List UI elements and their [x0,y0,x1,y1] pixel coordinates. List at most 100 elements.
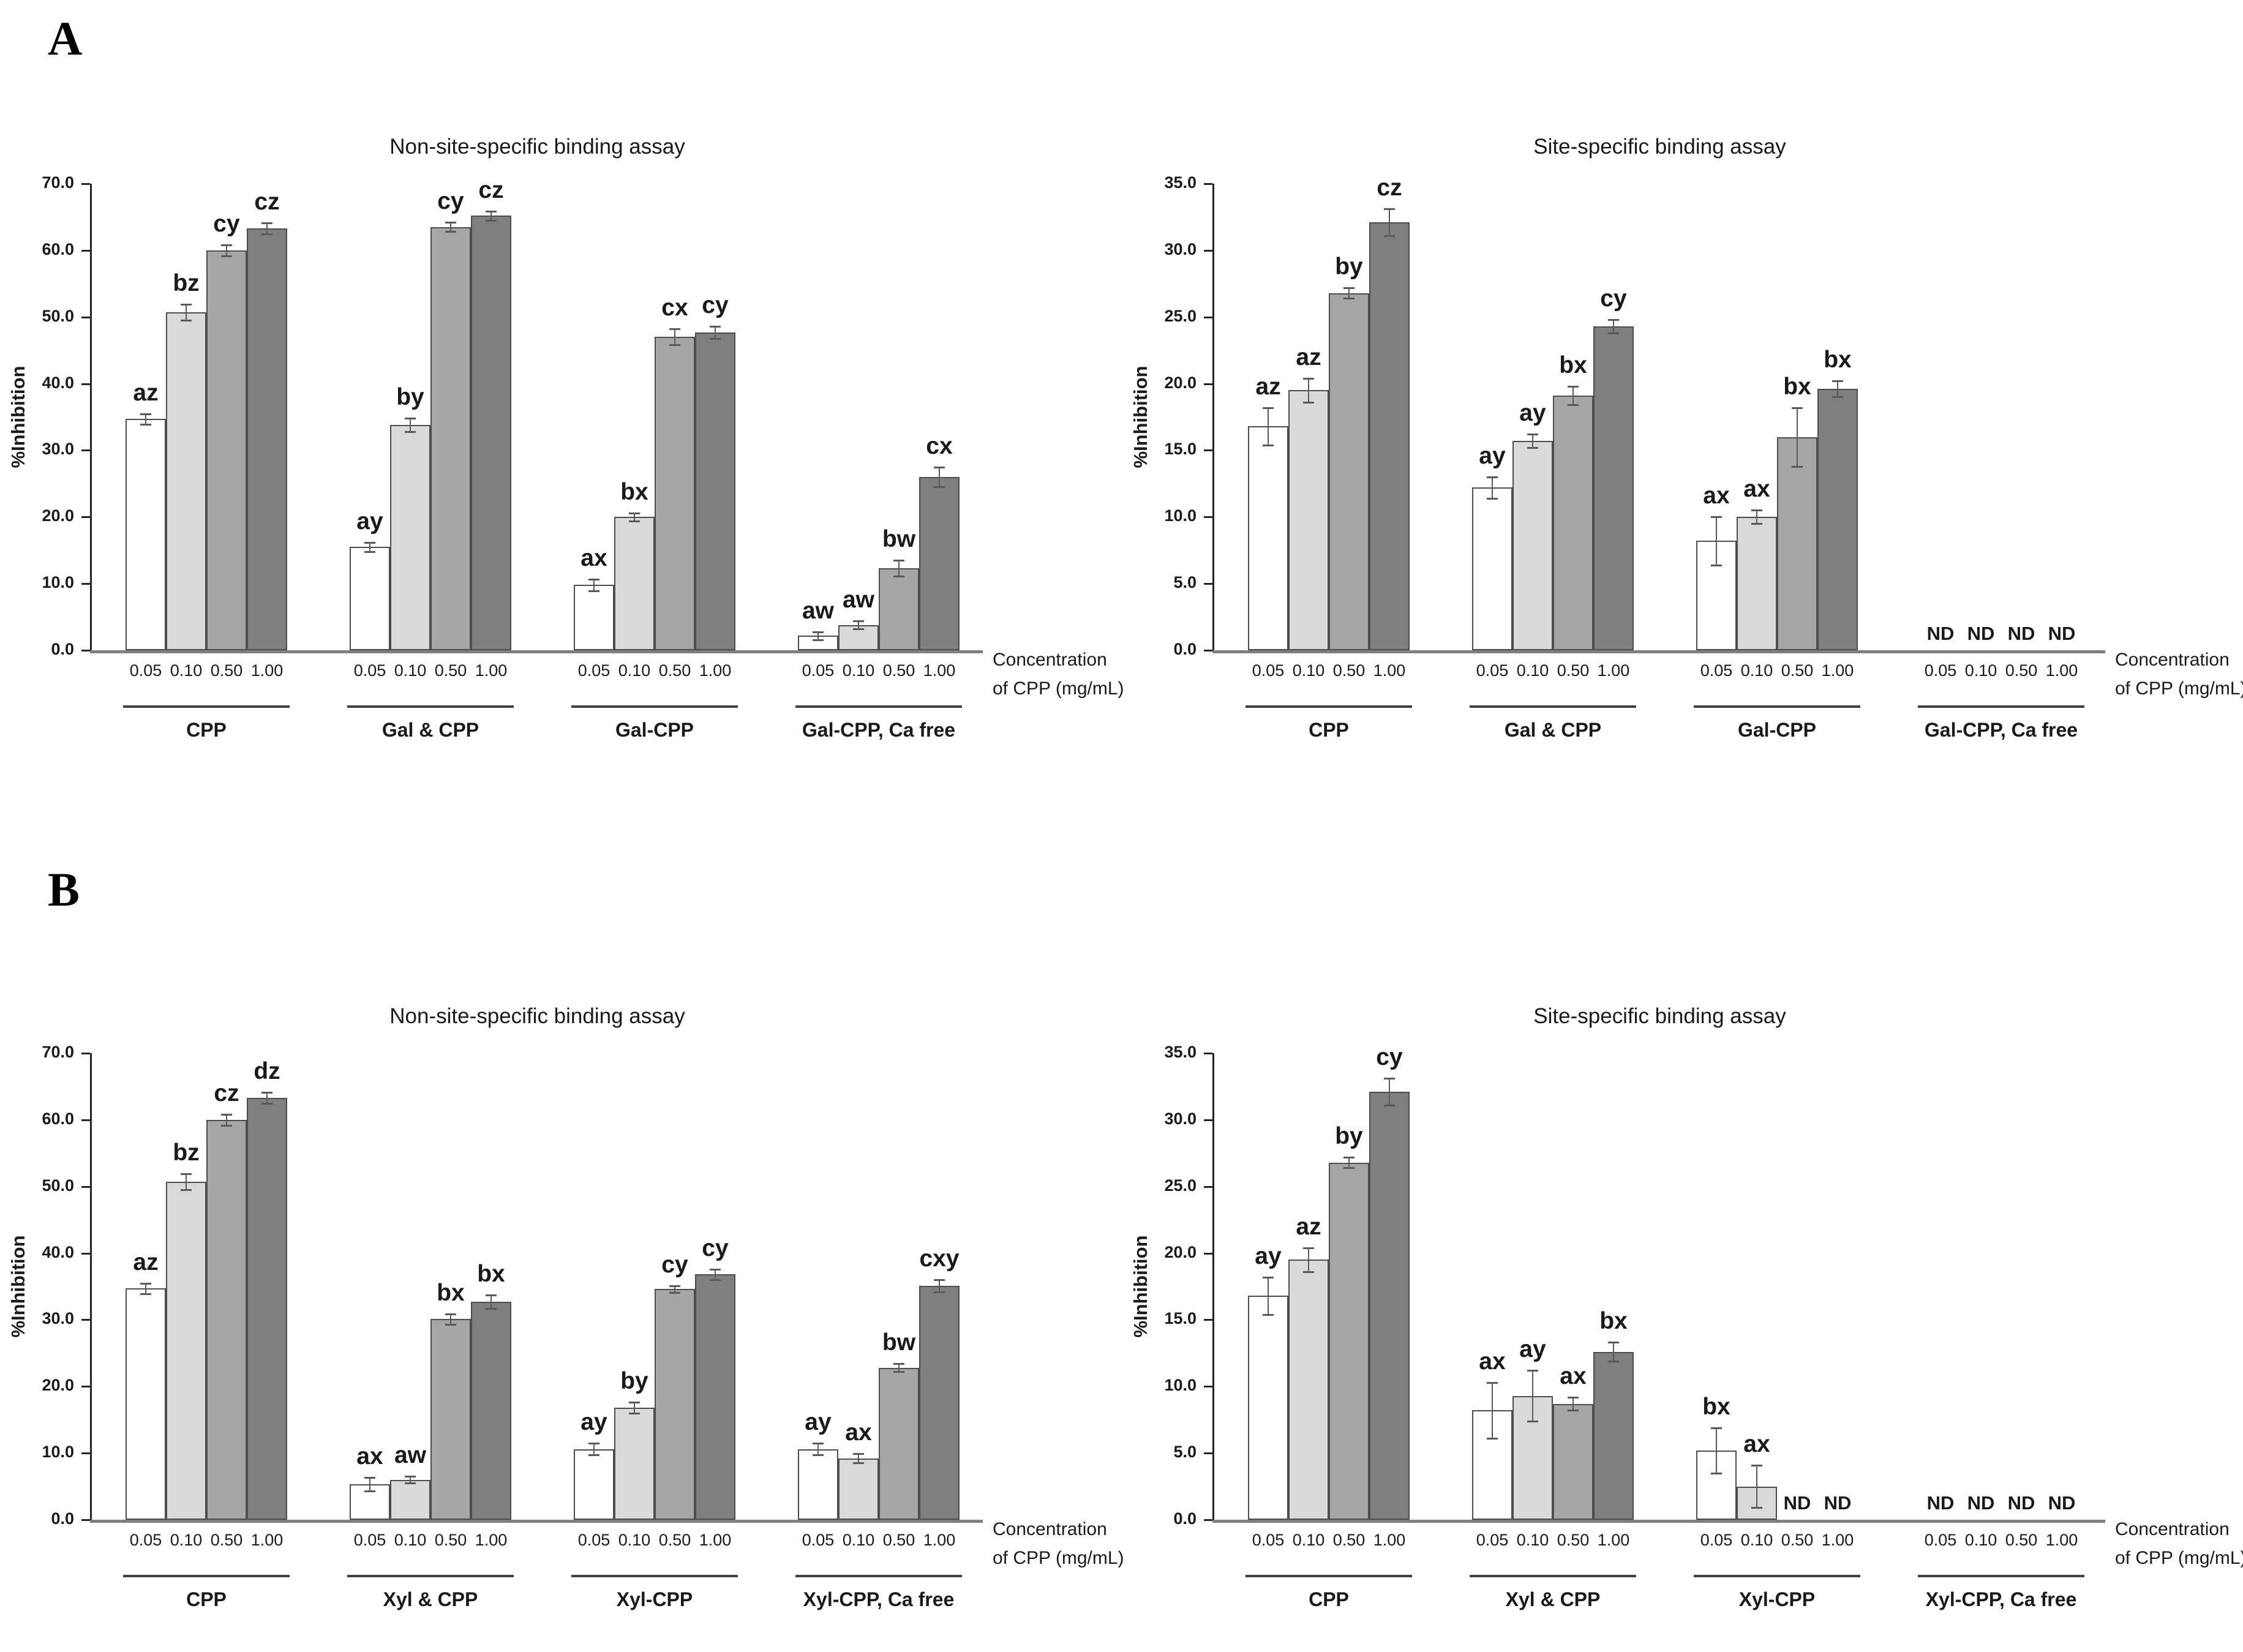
error-bar-cap-bottom [1568,1410,1579,1412]
x-tick-label: 0.50 [1781,1531,1814,1549]
y-axis-tick [1204,1119,1212,1121]
y-tick-label: 30.0 [42,1309,74,1328]
bar-letter: az [133,1248,159,1275]
bar [1369,1092,1410,1520]
x-axis-unit-label: Concentration of CPP (mg/mL) [993,645,1124,703]
bar-letter: ax [356,1443,383,1470]
error-bar-cap-bottom [629,520,640,522]
bar [1369,222,1410,650]
x-tick-label: 0.10 [842,661,875,680]
y-tick-label: 15.0 [1164,440,1197,459]
x-tick-label: 1.00 [475,1531,508,1549]
bar [574,1449,614,1520]
x-axis-unit-line: Concentration [2115,1519,2230,1539]
bar [1288,390,1329,650]
y-axis-tick [81,383,90,385]
y-axis-tick [1204,449,1212,452]
error-bar-line [1532,1370,1533,1421]
error-bar-line [858,1454,859,1463]
x-tick-label: 0.10 [1740,1531,1773,1549]
bar-letter: aw [842,587,875,614]
error-bar-line [1716,517,1717,565]
error-bar-line [410,418,411,432]
y-tick-label: 25.0 [1164,306,1197,325]
nd-label: ND [1967,623,1995,644]
error-bar-cap-bottom [405,1482,416,1485]
error-bar-cap-top [813,1442,824,1444]
y-tick-label: 30.0 [42,440,74,459]
x-tick-label: 0.10 [1292,661,1325,680]
error-bar-cap-bottom [893,576,904,578]
group-label: Gal & CPP [381,719,479,741]
group-label: Xyl-CPP, Ca free [803,1588,955,1610]
bar-letter: cx [926,432,953,459]
x-tick-label: 0.10 [1516,661,1549,680]
error-bar-cap-bottom [853,628,864,631]
error-bar-cap-top [181,1173,192,1176]
error-bar-cap-bottom [1608,1360,1619,1362]
bar [1248,1296,1288,1520]
group-label: Gal-CPP, Ca free [1924,719,2078,741]
error-bar-cap-bottom [140,1293,151,1295]
y-tick-label: 30.0 [1164,239,1197,258]
bar [695,1274,735,1520]
bar-letter: by [396,384,424,411]
error-bar-cap-top [1568,1396,1579,1399]
x-tick-label: 0.05 [1700,1531,1733,1549]
group-label: CPP [186,719,227,741]
error-bar-line [1348,1157,1350,1168]
error-bar-line [490,211,492,220]
x-tick-label: 0.50 [434,661,467,680]
bar [126,419,166,650]
y-tick-label: 50.0 [42,306,74,325]
x-axis-unit-line: Concentration [2115,650,2230,670]
x-tick-label: 0.50 [1332,661,1366,680]
error-bar-line [1572,386,1574,405]
error-bar-cap-top [1608,319,1619,321]
error-bar-cap-bottom [710,1279,721,1282]
bar-letter: cy [213,211,240,238]
y-tick-label: 60.0 [42,239,74,258]
x-tick-label: 0.05 [353,1531,386,1549]
y-tick-label: 0.0 [51,640,74,658]
y-tick-label: 35.0 [1164,173,1197,192]
bar [471,1302,511,1520]
x-tick-label: 0.10 [394,1531,427,1549]
error-bar-line [939,467,940,487]
x-axis-unit-line: of CPP (mg/mL) [993,1548,1124,1568]
nd-label: ND [2007,1492,2035,1514]
y-axis-tick [1204,383,1212,385]
y-axis-tick [1204,1452,1212,1455]
x-axis-line [1212,1520,2105,1523]
x-tick-label: 0.10 [1292,1531,1325,1549]
error-bar-cap-top [710,325,721,328]
error-bar-cap-bottom [140,423,151,426]
x-axis-line [1212,650,2105,653]
x-tick-label: 1.00 [699,661,732,680]
error-bar-line [369,542,370,552]
y-axis-tick [81,1452,90,1455]
y-tick-label: 5.0 [1173,1443,1197,1462]
y-axis-tick [1204,1519,1212,1521]
error-bar-cap-bottom [1527,447,1538,449]
x-tick-label: 1.00 [250,661,284,680]
x-tick-label: 0.10 [170,1531,203,1549]
error-bar-line [674,1285,675,1293]
group-underline [1245,1575,1412,1577]
x-axis-unit-label: Concentration of CPP (mg/mL) [993,1515,1124,1572]
bar [574,585,614,650]
nd-label: ND [1824,1492,1852,1514]
bar [838,1458,879,1520]
error-bar-cap-bottom [1832,396,1843,399]
y-tick-label: 0.0 [51,1509,74,1528]
bar-letter: cy [702,1234,729,1261]
x-tick-label: 1.00 [923,661,956,680]
bar-letter: bx [1599,1308,1628,1335]
y-axis-tick [81,583,90,585]
y-tick-label: 70.0 [42,1043,74,1061]
y-tick-label: 25.0 [1164,1176,1197,1195]
x-tick-label: 1.00 [1597,661,1630,680]
error-bar-line [145,413,146,424]
chart-title: Non-site-specific binding assay [389,1004,685,1028]
error-bar-cap-bottom [364,1490,375,1493]
